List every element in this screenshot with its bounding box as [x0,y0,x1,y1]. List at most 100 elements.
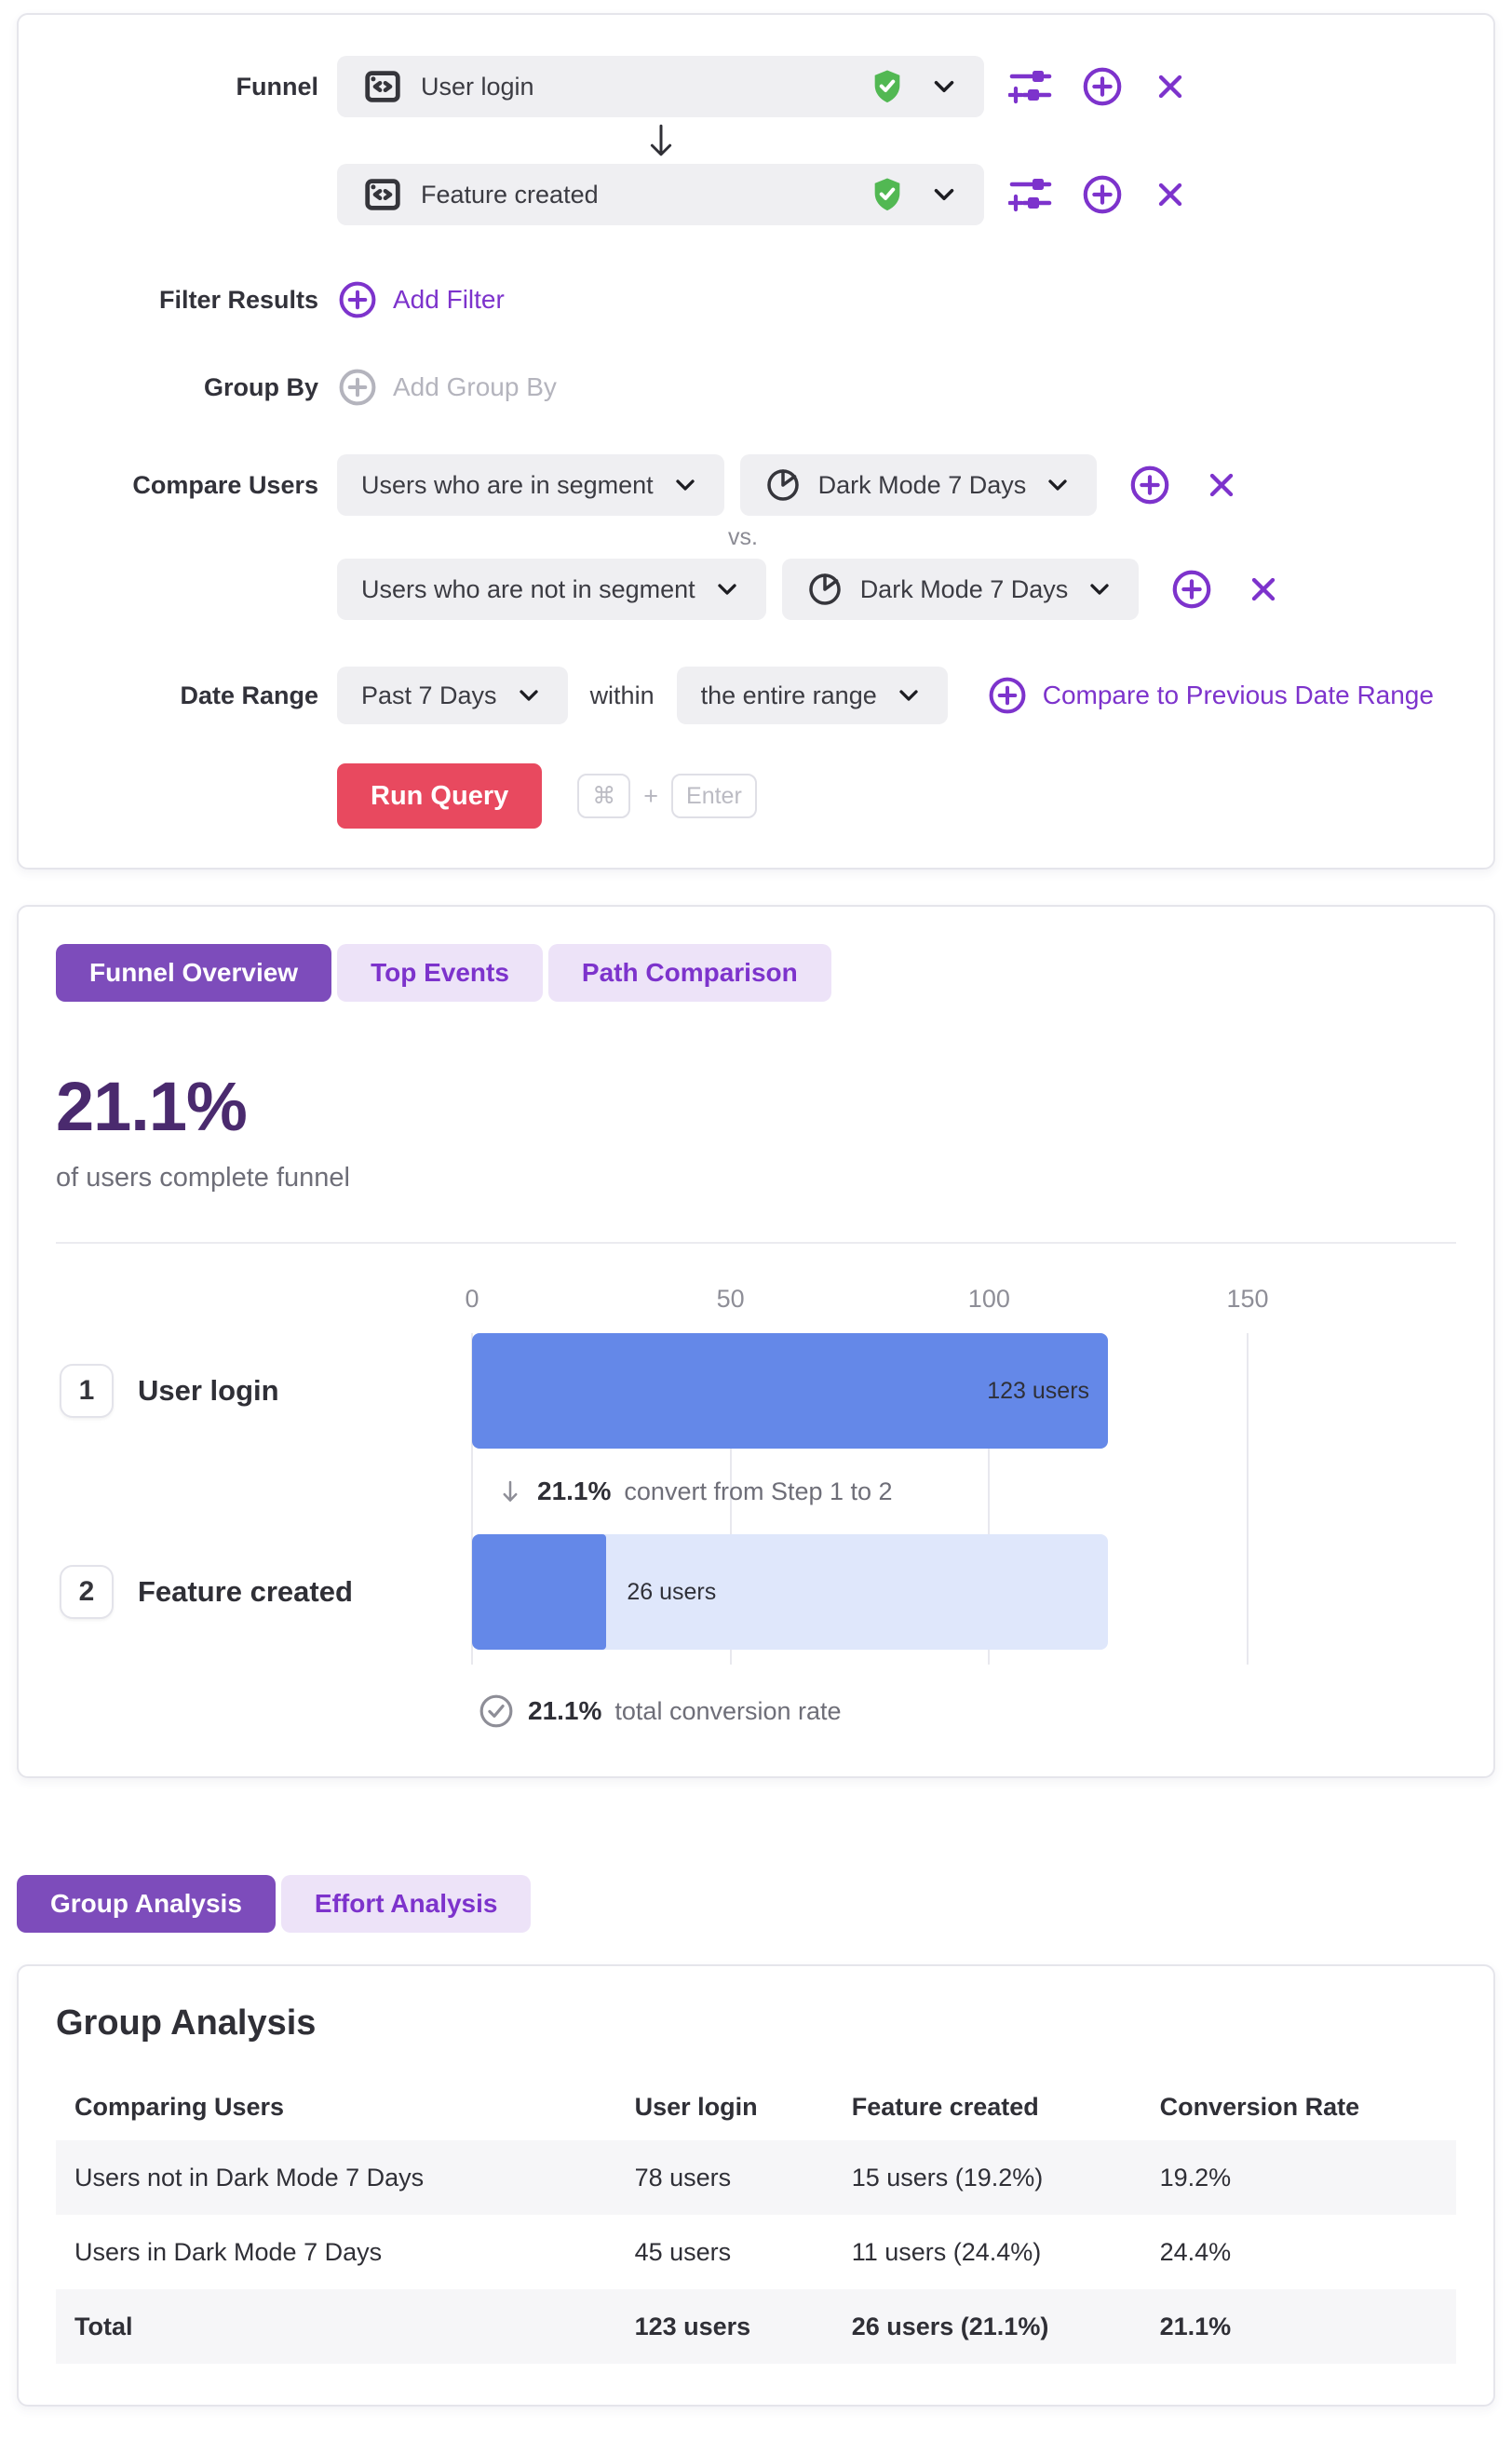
event-select-2[interactable]: Feature created [337,164,984,225]
tab-path-comparison[interactable]: Path Comparison [547,944,831,1002]
compare-users-row-2: Users who are not in segment Dark Mode 7… [56,559,1456,620]
segment-condition-1-value: Users who are in segment [361,470,654,499]
tab-effort-analysis[interactable]: Effort Analysis [280,1875,532,1933]
funnel-overview-panel: Funnel Overview Top Events Path Comparis… [17,905,1495,1778]
segment-condition-select-2[interactable]: Users who are not in segment [337,559,766,620]
filter-results-row: Filter Results Add Filter [56,279,1456,320]
step-2-actions [1008,172,1189,217]
within-label: within [589,681,655,709]
cmd-key: ⌘ [577,774,631,818]
run-query-button[interactable]: Run Query [337,763,543,829]
add-comparison-icon[interactable] [1170,568,1213,611]
step-2-bar-value: 26 users [627,1578,717,1605]
step-settings-icon[interactable] [1008,172,1053,217]
filter-results-label: Filter Results [158,285,318,314]
step-settings-icon[interactable] [1008,64,1053,109]
plus-circle-icon [987,675,1028,716]
step-conversion-value: 21.1% [537,1477,612,1505]
chevron-down-icon [928,179,960,210]
table-row-total: Total 123 users 26 users (21.1%) 21.1% [56,2289,1456,2364]
add-group-by-button[interactable]: Add Group By [337,367,557,408]
segment-2-value: Dark Mode 7 Days [859,574,1069,603]
step-1-actions [1008,64,1189,109]
enter-key: Enter [671,774,757,818]
chevron-down-icon [712,574,742,604]
add-comparison-icon[interactable] [1128,464,1171,506]
cell-feature-created: 15 users (19.2%) [851,2163,1044,2192]
compare-users-label: Compare Users [132,470,318,499]
step-1-bar[interactable]: 123 users [472,1333,1109,1449]
step-2-bar-track[interactable]: 26 users [472,1534,1109,1650]
run-query-row: Run Query ⌘ + Enter [56,763,1456,829]
remove-comparison-icon[interactable] [1203,466,1240,504]
table-row: Users not in Dark Mode 7 Days 78 users 1… [56,2140,1456,2215]
plus-separator: + [643,781,659,810]
add-filter-button[interactable]: Add Filter [337,279,505,320]
step-1-bar-value: 123 users [987,1377,1090,1404]
segment-select-2[interactable]: Dark Mode 7 Days [781,559,1140,620]
conversion-window-value: the entire range [700,681,877,709]
vs-row: vs. [56,516,1456,559]
cell-conversion-rate: 19.2% [1159,2163,1232,2192]
date-range-label: Date Range [180,681,318,709]
remove-step-icon[interactable] [1152,176,1189,213]
chevron-down-icon [514,681,544,710]
remove-comparison-icon[interactable] [1245,571,1282,608]
group-by-label: Group By [203,372,318,401]
down-arrow-icon [496,1477,524,1506]
tab-group-analysis[interactable]: Group Analysis [17,1875,276,1933]
cell-user-login: 123 users [634,2312,751,2340]
compare-previous-button[interactable]: Compare to Previous Date Range [987,675,1434,716]
cell-conversion-rate: 24.4% [1159,2237,1232,2266]
remove-step-icon[interactable] [1152,68,1189,105]
cell-group-name: Total [74,2312,133,2340]
compare-2-actions [1170,568,1282,611]
x-axis-tick: 0 [465,1285,479,1313]
conversion-window-select[interactable]: the entire range [676,667,948,724]
chevron-down-icon [670,470,700,500]
add-group-by-label: Add Group By [393,372,557,401]
date-range-select[interactable]: Past 7 Days [337,667,568,724]
event-select-2-controls [869,174,960,215]
chevron-down-icon [1043,470,1073,500]
total-conversion-text: total conversion rate [614,1696,842,1725]
col-header-conversion-rate: Conversion Rate [1159,2092,1360,2121]
event-select-1-value: User login [421,72,534,101]
compare-previous-label: Compare to Previous Date Range [1042,681,1434,709]
event-select-2-value: Feature created [421,180,599,209]
check-circle-icon [478,1693,515,1730]
query-builder-panel: Funnel User login [17,13,1495,870]
event-select-1[interactable]: User login [337,56,984,117]
funnel-bar-chart: 0 50 100 150 1 User login 123 users [56,1285,1456,1733]
divider [56,1242,1456,1244]
event-select-1-controls [869,66,960,107]
cell-group-name: Users not in Dark Mode 7 Days [74,2163,425,2192]
segment-condition-select-1[interactable]: Users who are in segment [337,454,724,516]
total-conversion-note: 21.1% total conversion rate [472,1693,1248,1730]
step-conversion-note: 21.1% convert from Step 1 to 2 [472,1477,1248,1506]
col-header-comparing-users: Comparing Users [74,2092,285,2121]
x-axis-tick: 100 [967,1285,1010,1313]
plus-circle-icon [337,279,378,320]
funnel-step-row-2: Feature created [56,164,1456,225]
event-icon [361,173,404,216]
vs-label: vs. [728,523,758,550]
step-2-number-badge: 2 [60,1565,114,1619]
group-analysis-table: Comparing Users User login Feature creat… [56,2073,1456,2364]
tab-funnel-overview[interactable]: Funnel Overview [56,944,332,1002]
funnel-step-2: 2 Feature created 26 users [56,1534,1456,1650]
col-header-feature-created: Feature created [851,2092,1039,2121]
verified-shield-icon [869,174,906,215]
add-step-icon[interactable] [1081,173,1124,216]
keyboard-shortcut: ⌘ + Enter [577,774,757,818]
step-2-bar[interactable] [472,1534,607,1650]
segment-select-1[interactable]: Dark Mode 7 Days [739,454,1098,516]
pie-chart-icon [806,571,844,608]
funnel-label: Funnel [236,72,319,101]
step-1-name: User login [138,1374,279,1407]
cell-group-name: Users in Dark Mode 7 Days [74,2237,383,2266]
tab-top-events[interactable]: Top Events [337,944,543,1002]
cell-feature-created: 26 users (21.1%) [851,2312,1049,2340]
add-step-icon[interactable] [1081,65,1124,108]
